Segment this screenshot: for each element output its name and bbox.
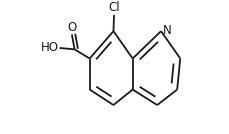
Text: HO: HO [41, 42, 59, 55]
Text: O: O [67, 21, 76, 34]
Text: Cl: Cl [108, 1, 119, 14]
Text: N: N [162, 24, 171, 37]
